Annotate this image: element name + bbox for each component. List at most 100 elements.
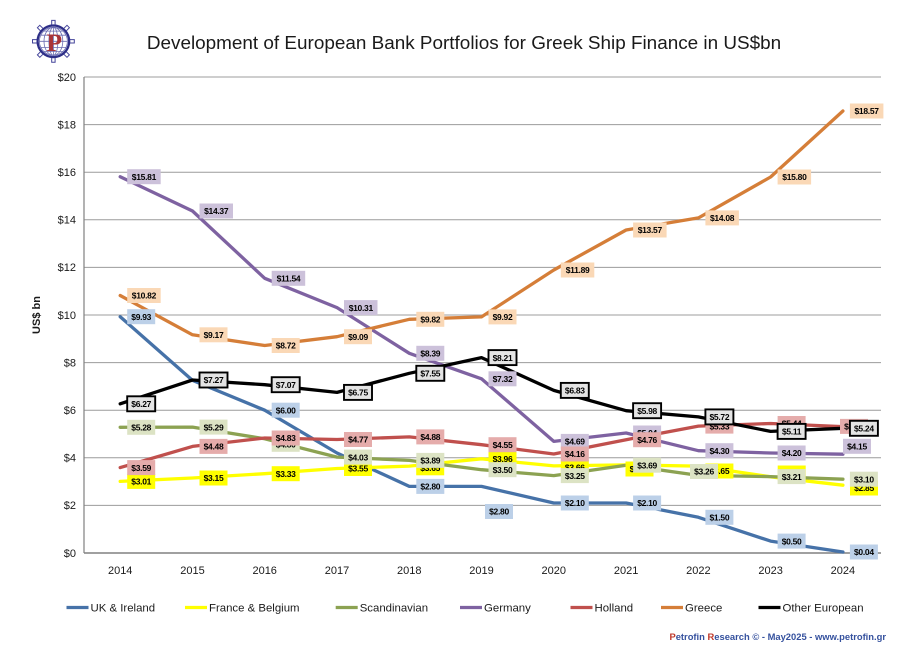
svg-text:$5.72: $5.72 xyxy=(710,412,730,422)
svg-text:$4.76: $4.76 xyxy=(637,435,657,445)
svg-text:$11.54: $11.54 xyxy=(277,274,301,284)
svg-text:Holland: Holland xyxy=(595,602,634,614)
svg-text:$7.07: $7.07 xyxy=(276,380,296,390)
svg-text:US$ bn: US$ bn xyxy=(31,296,43,334)
svg-text:$3.65: $3.65 xyxy=(420,463,440,473)
svg-text:$3.01: $3.01 xyxy=(131,477,151,487)
svg-text:2014: 2014 xyxy=(108,565,132,577)
svg-text:$7.32: $7.32 xyxy=(493,374,513,384)
svg-text:$10: $10 xyxy=(58,310,76,322)
svg-text:$3.55: $3.55 xyxy=(348,464,368,474)
svg-text:$4.15: $4.15 xyxy=(847,442,867,452)
svg-text:$8: $8 xyxy=(64,357,76,369)
svg-text:$10.82: $10.82 xyxy=(132,291,157,301)
svg-text:$14: $14 xyxy=(58,215,76,227)
svg-text:$6.27: $6.27 xyxy=(131,399,151,409)
svg-text:$3.50: $3.50 xyxy=(493,465,513,475)
svg-text:$2.10: $2.10 xyxy=(637,498,657,508)
svg-text:$6: $6 xyxy=(64,405,76,417)
svg-text:$2.80: $2.80 xyxy=(420,482,440,492)
svg-text:$5.28: $5.28 xyxy=(131,423,151,433)
svg-text:$4: $4 xyxy=(64,453,76,465)
svg-text:$3.69: $3.69 xyxy=(637,460,657,470)
svg-text:$5.98: $5.98 xyxy=(637,406,657,416)
svg-text:2024: 2024 xyxy=(831,565,855,577)
svg-text:$8.39: $8.39 xyxy=(420,349,440,359)
svg-text:$3.89: $3.89 xyxy=(420,456,440,466)
svg-text:$4.48: $4.48 xyxy=(204,442,224,452)
svg-text:$11.89: $11.89 xyxy=(566,265,590,275)
svg-text:$15.80: $15.80 xyxy=(782,172,807,182)
svg-text:UK & Ireland: UK & Ireland xyxy=(91,602,156,614)
svg-text:$9.82: $9.82 xyxy=(420,315,440,325)
svg-text:$3.59: $3.59 xyxy=(131,463,151,473)
svg-text:$6.75: $6.75 xyxy=(348,388,368,398)
svg-text:2018: 2018 xyxy=(397,565,421,577)
svg-text:$20: $20 xyxy=(58,72,76,84)
svg-text:Development of European Bank P: Development of European Bank Portfolios … xyxy=(147,33,781,54)
svg-text:Germany: Germany xyxy=(484,602,531,614)
svg-text:$9.92: $9.92 xyxy=(493,312,513,322)
svg-text:2017: 2017 xyxy=(325,565,349,577)
svg-text:$5.33: $5.33 xyxy=(710,421,730,431)
svg-text:$2: $2 xyxy=(64,500,76,512)
svg-text:2020: 2020 xyxy=(542,565,566,577)
svg-text:2021: 2021 xyxy=(614,565,638,577)
svg-text:$4.88: $4.88 xyxy=(420,432,440,442)
svg-text:2016: 2016 xyxy=(252,565,276,577)
svg-text:$4.16: $4.16 xyxy=(565,449,585,459)
svg-text:$8.21: $8.21 xyxy=(493,353,513,363)
svg-text:$4.83: $4.83 xyxy=(276,433,296,443)
svg-text:Other European: Other European xyxy=(783,602,864,614)
svg-text:$9.17: $9.17 xyxy=(204,330,224,340)
svg-text:2015: 2015 xyxy=(180,565,204,577)
svg-text:$2.80: $2.80 xyxy=(489,507,509,517)
svg-text:$3.33: $3.33 xyxy=(276,469,296,479)
svg-text:$4.55: $4.55 xyxy=(493,440,513,450)
svg-text:$3.26: $3.26 xyxy=(694,467,714,477)
svg-text:$12: $12 xyxy=(58,262,76,274)
svg-text:$2.10: $2.10 xyxy=(565,498,585,508)
svg-text:$18.57: $18.57 xyxy=(854,106,879,116)
svg-text:$7.27: $7.27 xyxy=(204,375,224,385)
svg-text:Scandinavian: Scandinavian xyxy=(360,602,428,614)
svg-text:$0: $0 xyxy=(64,548,76,560)
svg-text:$13.57: $13.57 xyxy=(638,225,663,235)
svg-text:$15.81: $15.81 xyxy=(132,172,157,182)
svg-text:P: P xyxy=(47,28,63,57)
svg-text:2019: 2019 xyxy=(469,565,493,577)
svg-text:Petrofin Research © - May2025: Petrofin Research © - May2025 - www.petr… xyxy=(669,631,886,642)
svg-text:$9.09: $9.09 xyxy=(348,332,368,342)
svg-text:$3.10: $3.10 xyxy=(854,474,874,484)
svg-text:$0.50: $0.50 xyxy=(782,536,802,546)
svg-text:$6.00: $6.00 xyxy=(276,405,296,415)
svg-text:$3.66: $3.66 xyxy=(565,463,585,473)
svg-text:$3.96: $3.96 xyxy=(493,454,513,464)
svg-text:$3.65: $3.65 xyxy=(710,466,730,476)
svg-text:$14.08: $14.08 xyxy=(710,213,735,223)
svg-text:$6.83: $6.83 xyxy=(565,386,585,396)
svg-text:$4.77: $4.77 xyxy=(348,435,368,445)
svg-text:$10.31: $10.31 xyxy=(349,303,374,313)
svg-text:France & Belgium: France & Belgium xyxy=(209,602,300,614)
svg-text:$14.37: $14.37 xyxy=(204,206,229,216)
svg-text:$3.15: $3.15 xyxy=(204,473,224,483)
svg-text:$2.85: $2.85 xyxy=(854,483,874,493)
svg-text:$3.25: $3.25 xyxy=(565,471,585,481)
svg-text:2023: 2023 xyxy=(758,565,782,577)
svg-text:$4.03: $4.03 xyxy=(348,452,368,462)
svg-text:$5.29: $5.29 xyxy=(204,422,224,432)
svg-text:$9.93: $9.93 xyxy=(131,312,151,322)
svg-text:$4.20: $4.20 xyxy=(782,448,802,458)
svg-text:$0.04: $0.04 xyxy=(854,547,874,557)
svg-text:$3.21: $3.21 xyxy=(782,472,802,482)
svg-text:$5.24: $5.24 xyxy=(854,424,874,434)
svg-text:2022: 2022 xyxy=(686,565,710,577)
svg-text:$18: $18 xyxy=(58,119,76,131)
svg-text:$16: $16 xyxy=(58,167,76,179)
svg-text:$7.55: $7.55 xyxy=(420,369,440,379)
svg-text:$4.30: $4.30 xyxy=(710,446,730,456)
svg-text:$5.11: $5.11 xyxy=(782,427,802,437)
svg-text:$8.72: $8.72 xyxy=(276,341,296,351)
svg-text:Greece: Greece xyxy=(685,602,722,614)
